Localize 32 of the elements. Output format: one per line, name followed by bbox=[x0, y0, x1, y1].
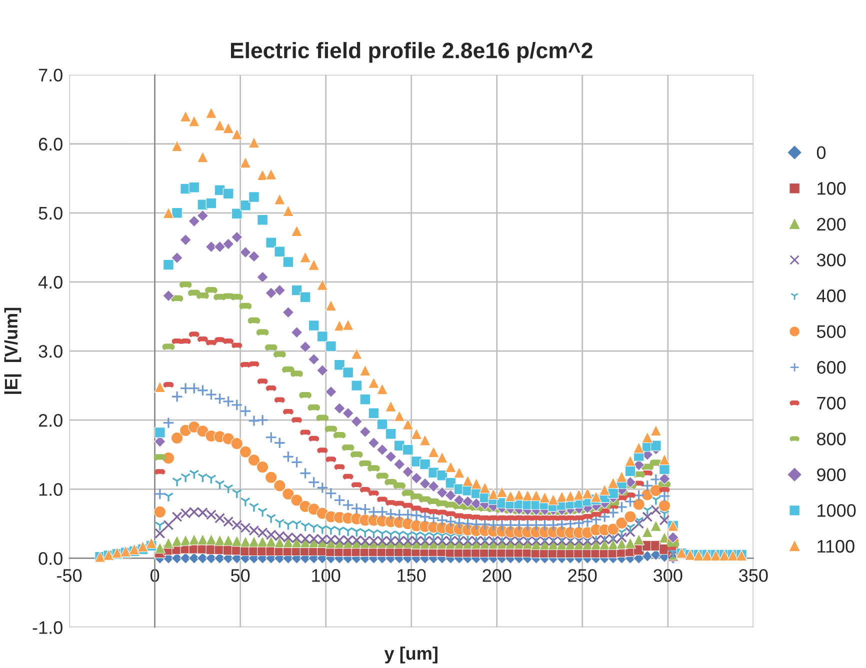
legend-label: 300 bbox=[816, 254, 846, 266]
legend-label: 900 bbox=[817, 468, 846, 482]
legend-label: 800 bbox=[817, 432, 846, 446]
legend-label: 600 bbox=[817, 360, 846, 374]
legend-label: 0 bbox=[816, 146, 826, 160]
legend-label: 1100 bbox=[818, 540, 854, 553]
y-tick-label: 6.0 bbox=[38, 138, 62, 151]
legend-label: 400 bbox=[816, 289, 846, 302]
x-axis-title: y [um] bbox=[384, 646, 438, 664]
legend-label: 200 bbox=[817, 218, 846, 231]
x-tick-label: 250 bbox=[568, 569, 597, 582]
y-tick-label: 5.0 bbox=[38, 206, 62, 220]
x-tick-label: 350 bbox=[739, 569, 768, 582]
y-tick-label: 1.0 bbox=[39, 483, 62, 496]
y-tick-label: 0.0 bbox=[38, 552, 62, 565]
x-tick-label: 100 bbox=[312, 569, 340, 582]
x-tick-label: 300 bbox=[654, 569, 682, 582]
y-tick-label: 3.0 bbox=[38, 344, 62, 358]
x-tick-label: 150 bbox=[398, 569, 426, 582]
x-tick-label: 200 bbox=[482, 569, 512, 582]
y-tick-label: 2.0 bbox=[38, 414, 62, 427]
x-tick-label: -50 bbox=[57, 569, 82, 582]
legend-label: 700 bbox=[817, 396, 846, 410]
y-axis-title: |E| [V/um] bbox=[4, 308, 22, 394]
y-tick-label: 4.0 bbox=[38, 276, 62, 289]
chart-title: Electric field profile 2.8e16 p/cm^2 bbox=[230, 42, 592, 63]
x-tick-label: 50 bbox=[230, 569, 250, 582]
y-tick-label: -1.0 bbox=[32, 621, 62, 634]
legend-label: 500 bbox=[816, 325, 846, 338]
y-tick-label: 7.0 bbox=[38, 68, 62, 82]
legend-label: 100 bbox=[818, 182, 846, 195]
legend-label: 1000 bbox=[818, 504, 856, 517]
